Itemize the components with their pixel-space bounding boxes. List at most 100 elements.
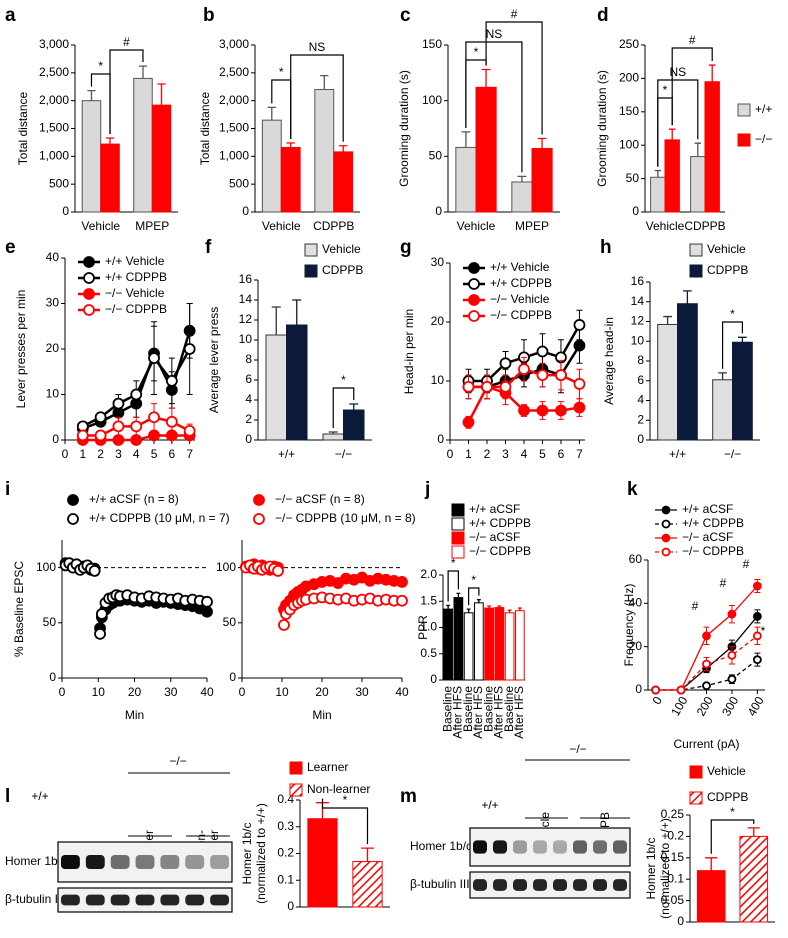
- error-bar: [320, 74, 329, 90]
- x-tick-label: 5: [539, 447, 546, 461]
- marker: [67, 494, 79, 506]
- marker: [651, 685, 661, 695]
- marker: [148, 429, 160, 442]
- significance-label: *: [761, 624, 766, 638]
- legend-label: −/− CDPPB (10 μM, n = 8): [275, 511, 416, 525]
- error-bar: [446, 604, 451, 610]
- marker: [468, 278, 480, 290]
- marker: [94, 429, 107, 442]
- x-axis-label: Min: [312, 708, 331, 722]
- significance-label: #: [720, 576, 727, 590]
- x-tick-label: 7: [576, 447, 583, 461]
- error-bar: [694, 142, 701, 157]
- y-tick-label: 0: [287, 899, 294, 913]
- significance-bracket: [722, 321, 743, 369]
- marker: [112, 434, 125, 446]
- y-tick-label: 12: [631, 314, 645, 328]
- y-tick-label: 0: [49, 670, 56, 684]
- bar: [732, 341, 753, 441]
- blot-band: [493, 879, 507, 891]
- marker: [165, 415, 178, 428]
- significance-label: *: [471, 573, 476, 587]
- x-tick-label: After HFS: [471, 686, 485, 739]
- marker: [676, 685, 686, 695]
- blot-band: [493, 840, 507, 854]
- error-bar: [361, 847, 374, 862]
- y-tick-label: 10: [46, 387, 60, 401]
- blot-band: [85, 894, 105, 906]
- marker: [536, 404, 549, 417]
- marker: [481, 380, 493, 393]
- y-tick-label: 0.25: [661, 807, 685, 821]
- error-bar: [461, 131, 471, 148]
- y-tick-label: 1.5: [420, 593, 437, 607]
- x-tick-label: 0: [650, 694, 666, 707]
- y-tick-label: 0.2: [277, 846, 294, 860]
- legend-label: −/− CDPPB: [469, 544, 531, 558]
- marker: [661, 519, 671, 529]
- marker: [518, 404, 530, 417]
- bar: [650, 176, 666, 213]
- bar: [443, 608, 453, 681]
- y-tick-label: 0: [62, 204, 69, 218]
- blot-band: [160, 855, 180, 869]
- marker: [661, 505, 671, 515]
- panel-label: b: [203, 5, 215, 26]
- y-tick-label: 2: [637, 412, 644, 426]
- significance-bracket: [468, 587, 480, 606]
- y-tick-label: 2,500: [219, 65, 249, 79]
- legend-label: −/−: [755, 132, 772, 146]
- x-tick-label: After HFS: [512, 686, 526, 739]
- significance-label: #: [692, 599, 699, 613]
- legend-swatch: [737, 103, 751, 117]
- y-tick-label: 10: [239, 332, 253, 346]
- marker: [183, 424, 196, 437]
- y-tick-label: 14: [239, 292, 253, 306]
- significance-label: *: [343, 793, 348, 807]
- error-bar: [747, 827, 760, 837]
- marker: [573, 319, 586, 331]
- legend-label: +/+ aCSF: [469, 502, 520, 516]
- y-axis-label: (normalized to +/+): [658, 818, 672, 919]
- y-tick-label: 100: [216, 560, 236, 574]
- marker: [499, 357, 512, 370]
- marker: [165, 374, 178, 387]
- bar: [333, 151, 354, 213]
- y-tick-label: 3,000: [39, 37, 69, 51]
- legend-label: Learner: [307, 760, 348, 774]
- x-tick-label: Baseline: [481, 686, 495, 732]
- legend-label: Non-learner: [307, 782, 370, 796]
- legend-label: CDPPB: [322, 263, 363, 277]
- genotype-label: −/−: [169, 754, 186, 768]
- x-tick-label: 4: [133, 447, 140, 461]
- legend-label: +/+ Vehicle: [105, 254, 165, 268]
- y-tick-label: 6: [245, 372, 252, 386]
- panel-label: a: [5, 5, 16, 26]
- significance-bracket: [447, 570, 459, 602]
- y-tick-label: 60: [629, 552, 643, 566]
- marker: [702, 681, 711, 691]
- x-tick-label: 5: [151, 447, 158, 461]
- bar: [455, 146, 477, 213]
- x-tick-label: 1: [79, 447, 86, 461]
- y-axis-label: PPR: [416, 615, 430, 640]
- significance-label: NS: [669, 65, 686, 79]
- marker: [727, 674, 737, 684]
- x-tick-label: 100: [668, 694, 690, 719]
- bar: [352, 861, 383, 908]
- legend-swatch: [304, 243, 318, 257]
- marker: [183, 343, 196, 355]
- genotype-label: −/−: [569, 742, 586, 756]
- blot-band: [135, 855, 155, 869]
- marker: [201, 605, 213, 618]
- bar: [81, 100, 102, 213]
- significance-label: #: [689, 33, 696, 47]
- legend-label: Vehicle: [707, 764, 746, 778]
- x-tick-label: 200: [694, 694, 716, 719]
- significance-label: #: [511, 7, 518, 21]
- marker: [148, 352, 160, 365]
- x-tick-label: 40: [200, 685, 214, 699]
- legend-label: −/− aCSF: [469, 530, 520, 544]
- error-bar: [654, 169, 661, 178]
- error-bar: [339, 145, 348, 152]
